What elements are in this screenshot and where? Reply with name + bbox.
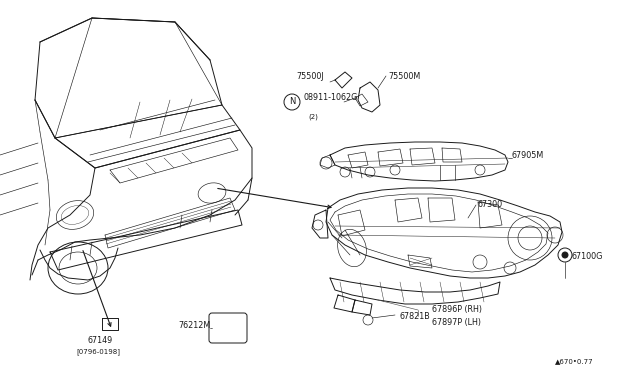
Text: N: N (289, 97, 295, 106)
Text: 67896P (RH): 67896P (RH) (432, 305, 482, 314)
Text: 67300: 67300 (478, 200, 503, 209)
Text: (2): (2) (308, 114, 318, 121)
Text: 67897P (LH): 67897P (LH) (432, 318, 481, 327)
Circle shape (562, 252, 568, 258)
Text: ▲670•0.77: ▲670•0.77 (555, 358, 594, 364)
Text: 75500J: 75500J (296, 72, 324, 81)
Text: 75500M: 75500M (388, 72, 420, 81)
Text: 67149: 67149 (88, 336, 113, 345)
Text: 67905M: 67905M (512, 151, 544, 160)
Text: 76212M: 76212M (178, 321, 211, 330)
FancyBboxPatch shape (209, 313, 247, 343)
Text: 08911-1062G: 08911-1062G (304, 93, 358, 103)
Text: 67821B: 67821B (400, 312, 431, 321)
Text: [0796-0198]: [0796-0198] (76, 348, 120, 355)
Text: 67100G: 67100G (572, 252, 604, 261)
